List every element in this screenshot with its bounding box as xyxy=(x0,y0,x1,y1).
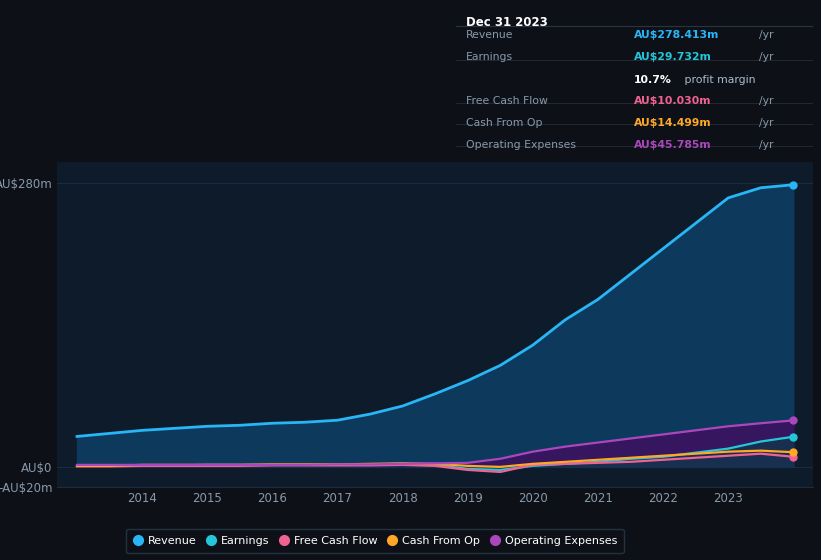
Legend: Revenue, Earnings, Free Cash Flow, Cash From Op, Operating Expenses: Revenue, Earnings, Free Cash Flow, Cash … xyxy=(126,529,624,553)
Text: AU$29.732m: AU$29.732m xyxy=(635,52,712,62)
Text: AU$45.785m: AU$45.785m xyxy=(635,139,712,150)
Text: Operating Expenses: Operating Expenses xyxy=(466,139,576,150)
Text: Dec 31 2023: Dec 31 2023 xyxy=(466,16,548,29)
Text: profit margin: profit margin xyxy=(681,75,755,85)
Text: Free Cash Flow: Free Cash Flow xyxy=(466,96,548,106)
Text: /yr: /yr xyxy=(759,52,773,62)
Text: Cash From Op: Cash From Op xyxy=(466,118,543,128)
Text: /yr: /yr xyxy=(759,96,773,106)
Text: AU$10.030m: AU$10.030m xyxy=(635,96,712,106)
Text: /yr: /yr xyxy=(759,139,773,150)
Text: Revenue: Revenue xyxy=(466,30,514,40)
Text: /yr: /yr xyxy=(759,118,773,128)
Text: AU$14.499m: AU$14.499m xyxy=(635,118,712,128)
Text: /yr: /yr xyxy=(759,30,773,40)
Text: AU$278.413m: AU$278.413m xyxy=(635,30,719,40)
Text: 10.7%: 10.7% xyxy=(635,75,672,85)
Text: Earnings: Earnings xyxy=(466,52,513,62)
